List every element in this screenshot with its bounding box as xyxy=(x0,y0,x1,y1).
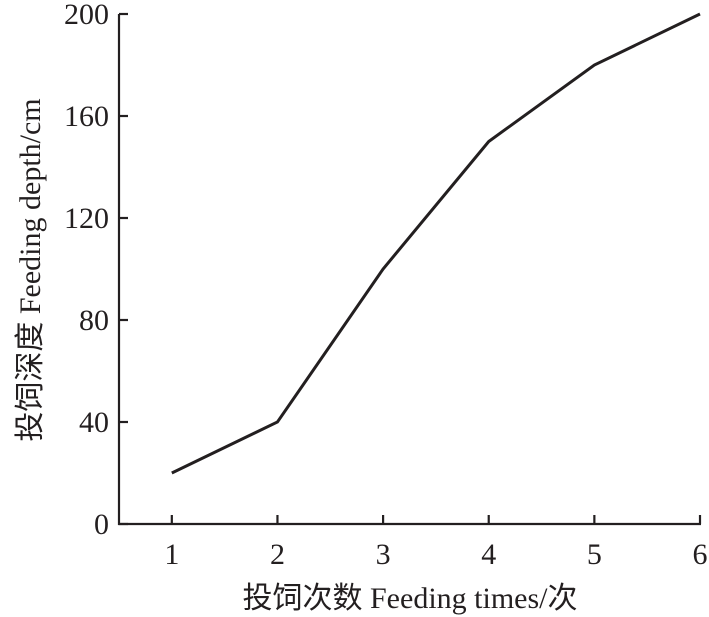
y-tick-label: 80 xyxy=(79,304,109,337)
y-axis-label: 投饲深度 Feeding depth/cm xyxy=(14,98,47,441)
x-tick-label: 2 xyxy=(270,538,285,571)
axes xyxy=(117,14,701,526)
series-line-feeding-depth xyxy=(171,12,701,475)
y-tick-label: 200 xyxy=(64,0,109,31)
x-tick-label: 3 xyxy=(376,538,391,571)
y-tick-label: 120 xyxy=(64,202,109,235)
x-tick-label: 1 xyxy=(164,538,179,571)
y-tick-label: 40 xyxy=(79,406,109,439)
x-axis-label: 投饲次数 Feeding times/次 xyxy=(243,582,578,615)
y-tick-label: 0 xyxy=(94,508,109,541)
x-tick-label: 5 xyxy=(587,538,602,571)
x-tick-label: 6 xyxy=(693,538,708,571)
x-tick-label: 4 xyxy=(481,538,496,571)
y-tick-label: 160 xyxy=(64,100,109,133)
